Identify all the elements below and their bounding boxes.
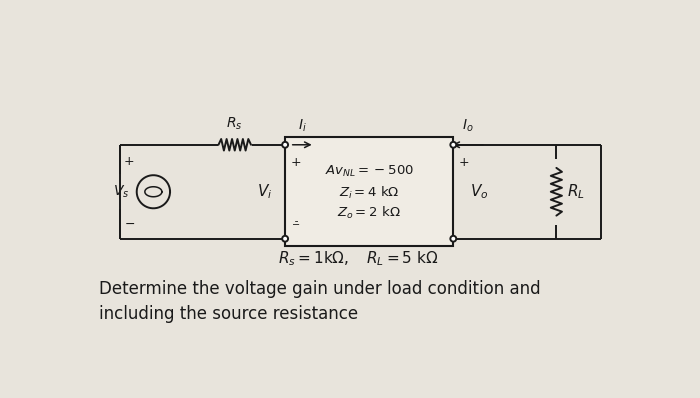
Text: +: + xyxy=(290,156,301,169)
Circle shape xyxy=(450,236,456,242)
Bar xyxy=(285,137,454,246)
Text: including the source resistance: including the source resistance xyxy=(99,305,358,323)
Text: +: + xyxy=(458,156,469,169)
Text: $Z_i = 4 \ \mathrm{k\Omega}$: $Z_i = 4 \ \mathrm{k\Omega}$ xyxy=(339,184,400,201)
Text: $R_L$: $R_L$ xyxy=(567,182,585,201)
Text: $V_s$: $V_s$ xyxy=(113,183,129,200)
Text: $-$: $-$ xyxy=(124,217,135,230)
Circle shape xyxy=(282,236,288,242)
Circle shape xyxy=(282,142,288,148)
Text: $I_i$: $I_i$ xyxy=(298,117,307,134)
Text: $V_i$: $V_i$ xyxy=(256,182,272,201)
Text: $Av_{NL} = -500$: $Av_{NL} = -500$ xyxy=(325,164,414,179)
Text: $Z_o = 2 \ \mathrm{k\Omega}$: $Z_o = 2 \ \mathrm{k\Omega}$ xyxy=(337,205,401,221)
Text: $\bar{-}$: $\bar{-}$ xyxy=(290,219,300,229)
Text: $V_o$: $V_o$ xyxy=(470,182,489,201)
Text: $R_s$: $R_s$ xyxy=(227,116,243,133)
Text: Determine the voltage gain under load condition and: Determine the voltage gain under load co… xyxy=(99,280,540,298)
Text: $I_o$: $I_o$ xyxy=(462,117,473,134)
Circle shape xyxy=(450,142,456,148)
Text: $R_s = 1\mathrm{k\Omega},\quad R_L = 5\ \mathrm{k\Omega}$: $R_s = 1\mathrm{k\Omega},\quad R_L = 5\ … xyxy=(279,250,439,268)
Text: +: + xyxy=(124,155,134,168)
